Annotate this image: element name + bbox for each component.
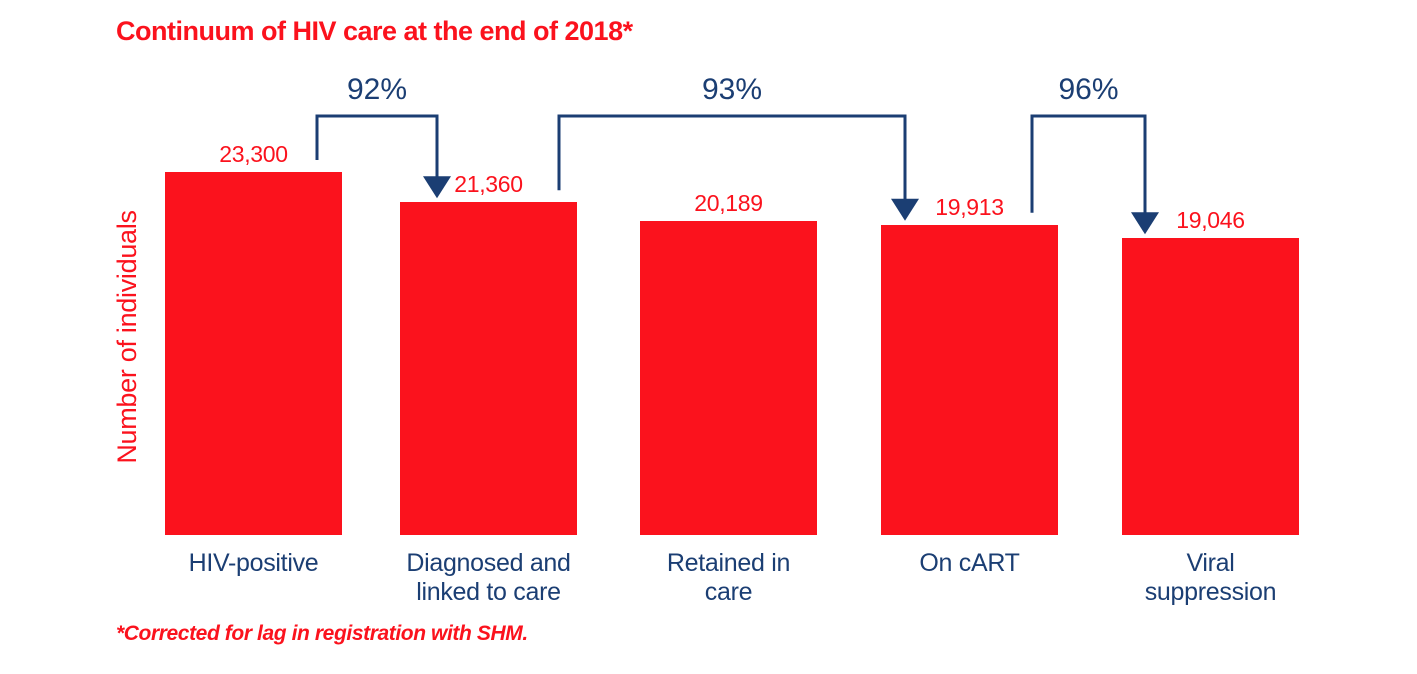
arrowhead-icon	[1131, 212, 1159, 235]
bar-on-cart	[881, 224, 1058, 535]
value-label-viral: 19,046	[1176, 207, 1245, 234]
category-label-diagnosed-and: Diagnosed and linked to care	[406, 549, 571, 606]
footnote: *Corrected for lag in registration with …	[116, 622, 528, 645]
value-label-on-cart: 19,913	[935, 193, 1004, 220]
percent-label-96: 96%	[1058, 73, 1119, 106]
bar-hiv-positive	[165, 172, 342, 535]
y-axis-label: Number of individuals	[112, 210, 142, 464]
bar-diagnosed-and	[400, 202, 577, 535]
arrowhead-icon	[423, 176, 451, 199]
connector-bracket-96	[1030, 114, 1147, 215]
value-label-hiv-positive: 23,300	[219, 141, 288, 167]
bar-viral	[1122, 238, 1299, 535]
percent-label-93: 93%	[701, 73, 763, 106]
category-label-on-cart: On cART	[919, 549, 1020, 577]
bar-retained-in	[640, 220, 817, 535]
value-label-retained-in: 20,189	[694, 189, 763, 216]
chart-title: Continuum of HIV care at the end of 2018…	[116, 16, 633, 46]
connector-bracket-92	[315, 114, 439, 179]
category-label-retained-in: Retained in care	[666, 549, 791, 606]
value-label-diagnosed-and: 21,360	[454, 171, 523, 198]
category-label-viral: Viral suppression	[1144, 549, 1277, 606]
arrowhead-icon	[891, 198, 919, 221]
category-label-hiv-positive: HIV-positive	[188, 549, 319, 577]
percent-label-92: 92%	[346, 73, 408, 106]
connector-bracket-93	[557, 114, 907, 201]
